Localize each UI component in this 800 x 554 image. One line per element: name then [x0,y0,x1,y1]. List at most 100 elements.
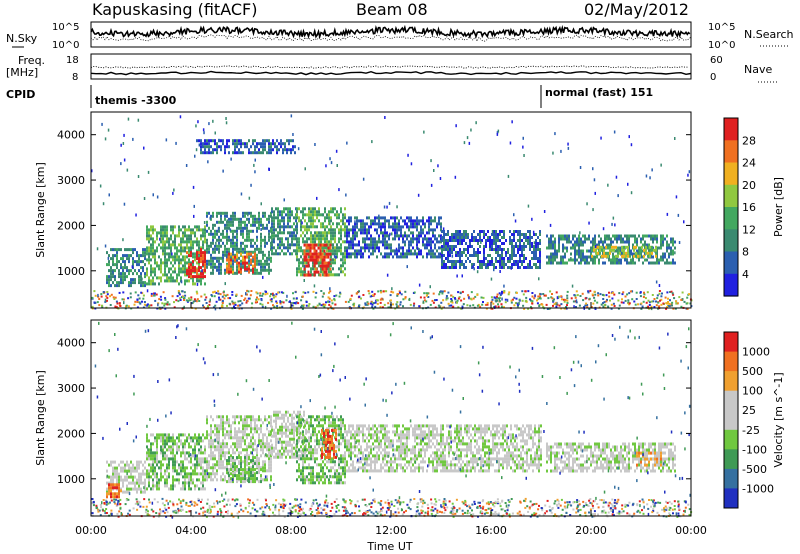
heatmap-cell [132,272,134,276]
heatmap-cell [497,305,500,308]
heatmap-cell [618,258,620,262]
heatmap-cell [210,472,212,476]
heatmap-cell [599,248,601,252]
heatmap-cell [190,298,193,301]
heatmap-cell [152,246,154,250]
heatmap-cell [208,148,210,152]
heatmap-cell [206,247,208,251]
heatmap-cell [196,463,198,467]
heatmap-cell [590,246,592,250]
heatmap-cell [128,260,130,264]
heatmap-cell [240,142,242,146]
heatmap-cell [613,248,615,252]
heatmap-cell [475,254,477,257]
heatmap-cell [564,237,566,241]
heatmap-cell [108,193,110,197]
heatmap-cell [281,213,283,217]
heatmap-cell [379,301,382,304]
heatmap-cell [174,255,176,259]
heatmap-cell [678,241,681,244]
heatmap-cell [610,261,612,265]
heatmap-cell [254,252,256,256]
heatmap-cell [222,466,224,470]
heatmap-cell [328,216,330,220]
heatmap-cell [146,445,148,449]
heatmap-cell [152,282,154,286]
heatmap-cell [173,188,175,192]
heatmap-cell [224,436,226,440]
heatmap-cell [511,239,513,242]
heatmap-cell [426,246,428,250]
heatmap-cell [469,239,471,242]
heatmap-cell [302,237,304,241]
heatmap-cell [273,210,275,214]
heatmap-cell [202,257,204,261]
heatmap-cell [517,239,519,242]
heatmap-cell [416,219,418,223]
heatmap-cell [416,228,418,232]
heatmap-cell [174,225,176,229]
heatmap-cell [188,272,190,276]
cpid-segment-0: themis -3300 [95,94,177,107]
heatmap-cell [215,300,218,303]
heatmap-cell [180,442,182,446]
heatmap-cell [188,433,190,437]
heatmap-cell [289,207,291,211]
heatmap-cell [140,260,142,264]
heatmap-cell [552,304,554,307]
heatmap-cell [523,242,525,245]
heatmap-cell [230,244,232,248]
heatmap-cell [643,254,645,258]
heatmap-cell [466,304,469,307]
heatmap-cell [293,231,295,235]
heatmap-cell [150,442,152,446]
heatmap-cell [160,228,162,232]
heatmap-cell [222,229,224,233]
heatmap-cell [192,266,194,270]
heatmap-cell [148,276,150,280]
heatmap-cell [316,213,318,217]
heatmap-cell [624,234,626,238]
heatmap-cell [371,303,374,306]
heatmap-cell [184,282,186,286]
heatmap-cell [289,219,291,223]
heatmap-cell [138,260,140,264]
heatmap-cell [154,436,156,440]
heatmap-cell [109,304,112,306]
heatmap-cell [648,243,650,247]
heatmap-cell [204,257,206,261]
heatmap-cell [275,252,277,256]
heatmap-cell [513,233,515,236]
heatmap-cell [584,234,586,238]
heatmap-cell [535,248,537,251]
heatmap-cell [560,261,562,265]
heatmap-cell [408,234,410,238]
heatmap-cell [672,237,674,241]
heatmap-cell [108,275,110,279]
heatmap-cell [242,265,244,269]
heatmap-cell [210,427,212,431]
heatmap-cell [287,243,289,247]
heatmap-cell [398,243,400,247]
heatmap-cell [186,237,188,241]
heatmap-cell [628,261,630,265]
heatmap-cell [382,231,384,235]
heatmap-cell [438,222,440,226]
heatmap-cell [266,241,268,245]
heatmap-cell [182,487,184,491]
heatmap-cell [652,300,655,303]
heatmap-cell [406,255,408,259]
heatmap-cell [277,252,279,256]
heatmap-cell [148,246,150,250]
heatmap-cell [184,231,186,235]
heatmap-cell [545,303,548,306]
heatmap-cell [259,294,262,297]
heatmap-cell [470,128,472,132]
heatmap-cell [192,275,194,279]
heatmap-cell [262,262,264,266]
heatmap-cell [646,258,648,262]
heatmap-cell [649,176,651,180]
heatmap-cell [172,481,174,485]
heatmap-cell [633,248,635,252]
heatmap-cell [326,240,328,244]
